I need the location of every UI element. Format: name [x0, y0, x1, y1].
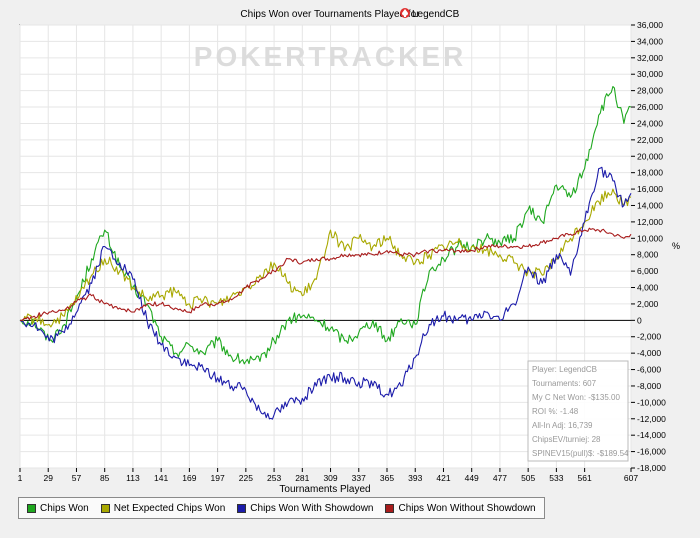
- x-tick-label: 169: [182, 473, 196, 483]
- legend-item-net-expected[interactable]: Net Expected Chips Won: [100, 502, 226, 514]
- series-layer: [19, 85, 632, 420]
- legend-swatch: [100, 503, 110, 513]
- watermark: POKERTRACKER: [194, 41, 466, 72]
- series-line-chips-won: [19, 85, 632, 365]
- y-tick-label: 18,000: [637, 168, 663, 178]
- x-tick-label: 281: [295, 473, 309, 483]
- legend-label: Chips Won Without Showdown: [398, 502, 536, 514]
- x-tick-label: 197: [211, 473, 225, 483]
- chart-title-player: LegendCB: [412, 9, 460, 20]
- legend-item-with-showdown[interactable]: Chips Won With Showdown: [237, 503, 373, 514]
- legend: Chips Won Net Expected Chips Won Chips W…: [18, 497, 545, 519]
- stats-line: Player: LegendCB: [532, 365, 597, 374]
- y-tick-label: 24,000: [637, 118, 663, 128]
- x-tick-label: 85: [100, 473, 110, 483]
- y-tick-label: 2,000: [637, 299, 659, 309]
- series-line-chips-won-without-showdown: [19, 227, 632, 322]
- y-tick-label: -6,000: [637, 365, 661, 375]
- x-tick-label: 1: [18, 473, 23, 483]
- y-tick-label: 22,000: [637, 135, 663, 145]
- y-tick-label: 0: [637, 315, 642, 325]
- x-tick-label: 225: [239, 473, 253, 483]
- y-tick-label: -12,000: [637, 414, 666, 424]
- x-tick-label: 29: [43, 473, 53, 483]
- stats-line: SPINEV15(pull)$: -$189.54: [532, 449, 629, 458]
- y-tick-label: 36,000: [637, 20, 663, 30]
- y-tick-label: -10,000: [637, 397, 666, 407]
- x-tick-label: 253: [267, 473, 281, 483]
- spade-icon: [400, 8, 410, 18]
- series-line-chips-won-with-showdown: [19, 166, 632, 420]
- x-tick-label: 57: [72, 473, 82, 483]
- stats-line: ROI %: -1.48: [532, 407, 579, 416]
- right-axis-marker: %: [672, 241, 680, 251]
- y-tick-label: -16,000: [637, 447, 666, 457]
- y-tick-label: 8,000: [637, 250, 659, 260]
- x-tick-label: 607: [624, 473, 638, 483]
- y-tick-label: 12,000: [637, 217, 663, 227]
- legend-item-chips-won[interactable]: Chips Won: [27, 503, 89, 514]
- y-tick-label: 26,000: [637, 102, 663, 112]
- x-tick-label: 337: [352, 473, 366, 483]
- y-tick-label: -14,000: [637, 430, 666, 440]
- y-tick-label: 4,000: [637, 283, 659, 293]
- axis-layer: 36,000 34,000 32,000 30,000 28,000 26,000 24,0…: [18, 20, 666, 483]
- legend-item-without-showdown[interactable]: Chips Won Without Showdown: [385, 502, 536, 514]
- legend-swatch: [237, 503, 247, 513]
- y-tick-label: 6,000: [637, 266, 659, 276]
- x-tick-label: 309: [323, 473, 337, 483]
- legend-swatch: [27, 503, 36, 513]
- stats-line: All-In Adj: 16,739: [532, 421, 593, 430]
- chart-title: Chips Won over Tournaments Played for: [240, 9, 420, 20]
- legend-label: Net Expected Chips Won: [113, 502, 226, 514]
- y-tick-label: 34,000: [637, 36, 663, 46]
- x-tick-label: 533: [549, 473, 563, 483]
- y-tick-label: 10,000: [637, 233, 663, 243]
- y-tick-label: 28,000: [637, 86, 663, 96]
- y-tick-label: 32,000: [637, 53, 663, 63]
- x-tick-label: 561: [578, 473, 592, 483]
- stats-line: Tournaments: 607: [532, 379, 597, 388]
- legend-label: Chips Won With Showdown: [250, 502, 374, 514]
- y-tick-label: -2,000: [637, 332, 661, 342]
- x-tick-label: 113: [126, 473, 140, 483]
- y-tick-label: 14,000: [637, 200, 663, 210]
- y-tick-label: -8,000: [637, 381, 661, 391]
- y-tick-label: 16,000: [637, 184, 663, 194]
- x-tick-label: 393: [408, 473, 422, 483]
- x-tick-label: 141: [154, 473, 168, 483]
- x-tick-label: 421: [436, 473, 450, 483]
- stats-line: ChipsEV/turniej: 28: [532, 435, 601, 444]
- stats-line: My C Net Won: -$135.00: [532, 393, 620, 402]
- stats-box: Player: LegendCB Tournaments: 607 My C N…: [527, 360, 629, 462]
- y-tick-label: -18,000: [637, 463, 666, 473]
- x-tick-label: 449: [465, 473, 479, 483]
- legend-swatch: [385, 503, 395, 513]
- y-tick-label: 30,000: [637, 69, 663, 79]
- x-tick-label: 365: [380, 473, 394, 483]
- x-tick-label: 505: [521, 473, 535, 483]
- legend-label: Chips Won: [40, 502, 89, 514]
- x-tick-label: 477: [493, 473, 507, 483]
- x-axis-label: Tournaments Played: [279, 484, 370, 495]
- y-tick-label: 20,000: [637, 151, 663, 161]
- y-tick-label: -4,000: [637, 348, 661, 358]
